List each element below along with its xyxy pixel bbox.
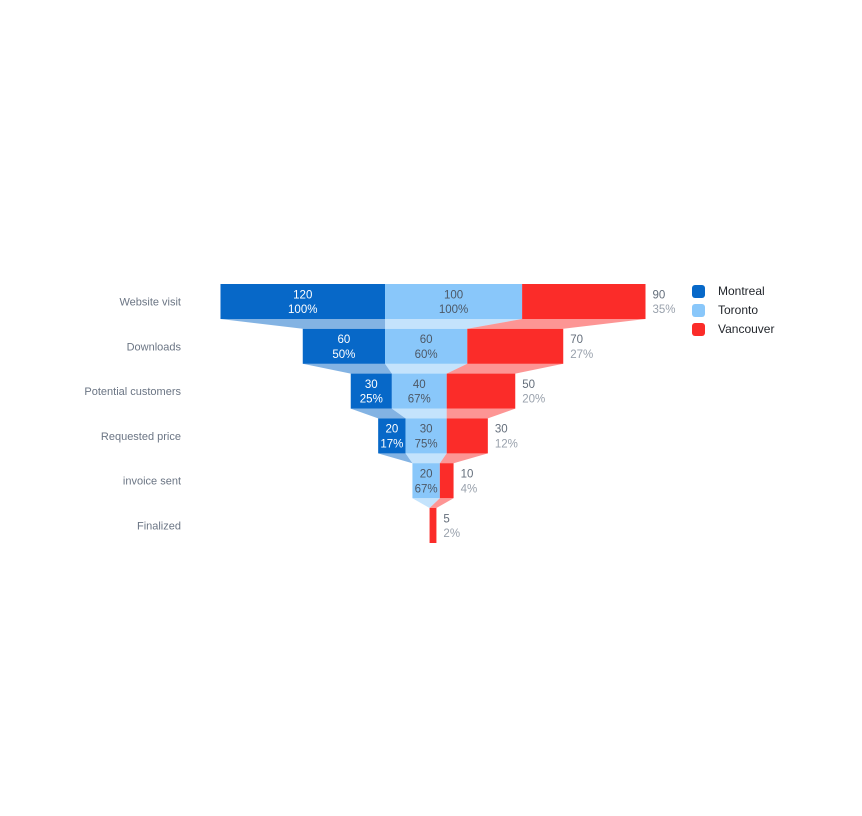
legend-marker-vancouver[interactable]: [692, 323, 705, 336]
legend-label-montreal: Montreal: [718, 284, 765, 298]
label-percent-montreal-potential-customers: 25%: [360, 394, 383, 406]
funnel-segment-toronto-potential-customers[interactable]: [391, 373, 447, 409]
label-percent-vancouver-finalized: 2%: [443, 528, 460, 540]
label-percent-vancouver-invoice-sent: 4%: [461, 483, 478, 495]
label-percent-toronto-potential-customers: 67%: [408, 394, 431, 406]
label-percent-toronto-website-visit: 100%: [439, 304, 468, 316]
stage-labels: Website visit Downloads Potential customer…: [84, 297, 181, 533]
label-value-vancouver-downloads: 70: [570, 334, 583, 346]
funnel-segment-toronto-downloads[interactable]: [385, 328, 468, 364]
label-value-vancouver-requested-price: 30: [495, 424, 508, 436]
funnel-segment-vancouver-invoice-sent[interactable]: [439, 463, 454, 499]
label-value-montreal-potential-customers: 30: [365, 379, 378, 391]
legend-marker-toronto[interactable]: [692, 304, 705, 317]
label-value-montreal-website-visit: 120: [293, 289, 312, 301]
label-percent-vancouver-potential-customers: 20%: [522, 394, 545, 406]
label-percent-montreal-website-visit: 100%: [288, 304, 317, 316]
label-percent-toronto-requested-price: 75%: [415, 439, 438, 451]
label-value-vancouver-potential-customers: 50: [522, 379, 535, 391]
funnel-link-montreal-1: [302, 363, 392, 374]
funnel-link-vancouver-2: [446, 408, 516, 419]
funnel-link-toronto-1: [385, 363, 468, 374]
funnel-link-montreal-3: [378, 453, 413, 464]
label-percent-montreal-downloads: 50%: [332, 349, 355, 361]
label-value-toronto-potential-customers: 40: [413, 379, 426, 391]
funnel-link-toronto-4: [412, 498, 440, 508]
stage-label-website-visit: Website visit: [119, 297, 181, 309]
label-value-toronto-downloads: 60: [420, 334, 433, 346]
funnel-segment-vancouver-potential-customers[interactable]: [446, 373, 516, 409]
stage-label-requested-price: Requested price: [101, 431, 181, 443]
legend-label-vancouver: Vancouver: [718, 322, 775, 336]
label-value-toronto-invoice-sent: 20: [420, 469, 433, 481]
funnel-segment-toronto-website-visit[interactable]: [385, 284, 523, 319]
legend: Montreal Toronto Vancouver: [692, 285, 774, 336]
funnel-links: [220, 319, 646, 508]
funnel-link-toronto-0: [385, 319, 523, 329]
funnel-link-montreal-2: [350, 408, 406, 419]
funnel-link-vancouver-0: [467, 319, 646, 329]
funnel-segment-montreal-website-visit[interactable]: [220, 284, 386, 319]
label-percent-toronto-invoice-sent: 67%: [415, 483, 438, 495]
stage-label-invoice-sent: invoice sent: [123, 476, 181, 488]
funnel-value-labels: 120 100% 60 50% 30 25% 20 17% 100 100% 60 60% 40 67% 3…: [288, 289, 675, 540]
funnel-segment-toronto-invoice-sent[interactable]: [412, 463, 440, 499]
funnel-segments: [220, 284, 646, 543]
funnel-link-vancouver-4: [429, 498, 454, 508]
label-value-toronto-website-visit: 100: [444, 289, 463, 301]
legend-marker-montreal[interactable]: [692, 285, 705, 298]
funnel-segment-montreal-requested-price[interactable]: [378, 418, 406, 454]
label-percent-vancouver-requested-price: 12%: [495, 439, 518, 451]
funnel-link-toronto-2: [391, 408, 447, 419]
funnel-segment-toronto-requested-price[interactable]: [405, 418, 447, 454]
funnel-segment-vancouver-finalized[interactable]: [429, 508, 437, 543]
funnel-link-vancouver-1: [446, 363, 564, 374]
label-value-toronto-requested-price: 30: [420, 424, 433, 436]
funnel-segment-montreal-potential-customers[interactable]: [350, 373, 392, 409]
stage-label-potential-customers: Potential customers: [84, 386, 181, 398]
funnel-segment-montreal-downloads[interactable]: [302, 328, 386, 364]
label-percent-vancouver-downloads: 27%: [570, 349, 593, 361]
funnel-segment-vancouver-website-visit[interactable]: [522, 284, 646, 319]
label-value-vancouver-finalized: 5: [443, 513, 449, 525]
label-value-montreal-requested-price: 20: [385, 424, 398, 436]
legend-item-vancouver[interactable]: Vancouver: [692, 323, 774, 336]
label-value-vancouver-website-visit: 90: [653, 289, 666, 301]
label-percent-toronto-downloads: 60%: [415, 349, 438, 361]
funnel-link-toronto-3: [405, 453, 447, 464]
label-value-vancouver-invoice-sent: 10: [461, 469, 474, 481]
label-percent-vancouver-website-visit: 35%: [653, 304, 676, 316]
funnel-segment-vancouver-requested-price[interactable]: [446, 418, 488, 454]
stage-label-finalized: Finalized: [137, 521, 181, 533]
legend-label-toronto: Toronto: [718, 303, 759, 317]
funnel-link-montreal-0: [220, 319, 386, 329]
label-percent-montreal-requested-price: 17%: [380, 439, 403, 451]
label-value-montreal-downloads: 60: [337, 334, 350, 346]
funnel-segment-vancouver-downloads[interactable]: [467, 328, 564, 364]
legend-item-montreal[interactable]: Montreal: [692, 285, 774, 298]
funnel-link-vancouver-3: [439, 453, 488, 464]
stage-label-downloads: Downloads: [127, 341, 182, 353]
legend-item-toronto[interactable]: Toronto: [692, 304, 774, 317]
